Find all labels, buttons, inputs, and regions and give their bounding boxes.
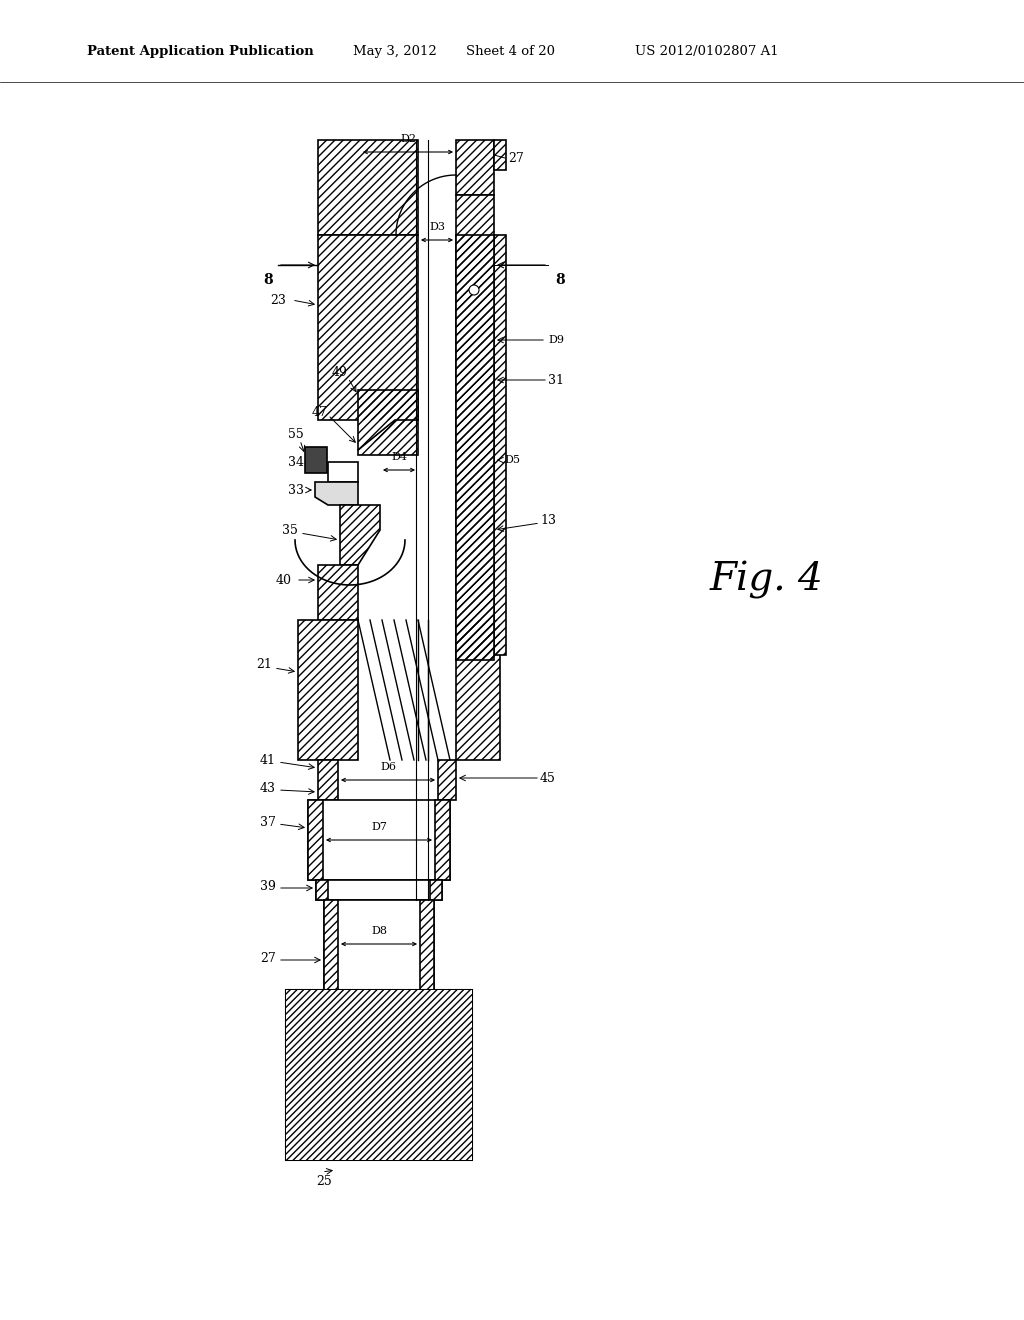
Polygon shape — [358, 420, 418, 455]
Text: D8: D8 — [371, 927, 387, 936]
Bar — [430, 880, 442, 900]
Text: 45: 45 — [540, 771, 556, 784]
Bar — [316, 880, 328, 900]
Bar — [298, 620, 358, 760]
Polygon shape — [315, 482, 358, 506]
Text: 43: 43 — [260, 781, 276, 795]
Bar — [420, 900, 434, 990]
Bar — [318, 760, 338, 800]
Text: US 2012/0102807 A1: US 2012/0102807 A1 — [635, 45, 778, 58]
Text: D3: D3 — [429, 222, 445, 232]
Bar — [456, 235, 494, 660]
Bar — [438, 760, 456, 800]
Bar — [316, 880, 328, 900]
Text: D2: D2 — [400, 135, 416, 144]
Bar — [456, 195, 494, 420]
Text: D6: D6 — [380, 762, 396, 772]
Bar — [438, 760, 456, 800]
Text: 21: 21 — [256, 659, 272, 672]
Bar — [318, 140, 418, 235]
Text: 27: 27 — [508, 152, 523, 165]
Bar — [318, 760, 338, 800]
Bar — [286, 990, 472, 1160]
Bar — [456, 420, 494, 660]
Text: 35: 35 — [282, 524, 298, 536]
Text: 8: 8 — [263, 273, 272, 286]
Bar — [316, 880, 442, 900]
Polygon shape — [358, 389, 418, 450]
Text: Patent Application Publication: Patent Application Publication — [87, 45, 313, 58]
Text: 13: 13 — [540, 513, 556, 527]
Bar — [456, 140, 494, 195]
Bar — [308, 800, 323, 880]
Text: 33: 33 — [288, 483, 304, 496]
Bar — [494, 140, 506, 170]
Bar — [318, 140, 418, 235]
Bar — [420, 900, 434, 990]
Text: 55: 55 — [288, 429, 304, 441]
Bar — [318, 235, 418, 420]
Bar — [318, 565, 358, 620]
Bar — [324, 900, 338, 990]
Bar — [318, 235, 418, 420]
Bar — [305, 447, 327, 473]
Bar — [318, 565, 358, 620]
Bar — [456, 235, 494, 660]
Bar — [324, 900, 434, 990]
Bar — [430, 880, 442, 900]
Bar — [494, 140, 506, 170]
Bar — [328, 462, 358, 482]
Bar — [456, 420, 494, 660]
Text: May 3, 2012: May 3, 2012 — [353, 45, 437, 58]
Text: Fig. 4: Fig. 4 — [710, 561, 823, 599]
Bar — [286, 990, 472, 1160]
Text: 27: 27 — [260, 952, 275, 965]
Bar — [308, 800, 323, 880]
Text: D7: D7 — [371, 822, 387, 832]
Text: 25: 25 — [316, 1175, 332, 1188]
Text: 23: 23 — [270, 293, 286, 306]
Bar — [308, 800, 450, 880]
Bar — [435, 800, 450, 880]
Text: 34: 34 — [288, 455, 304, 469]
Text: 41: 41 — [260, 754, 276, 767]
Bar — [494, 235, 506, 655]
Text: 31: 31 — [548, 374, 564, 387]
Bar — [324, 900, 338, 990]
Text: 37: 37 — [260, 816, 275, 829]
Text: D5: D5 — [504, 455, 520, 465]
Text: D4: D4 — [391, 451, 407, 462]
Text: 47: 47 — [312, 405, 328, 418]
Text: 40: 40 — [276, 573, 292, 586]
Bar — [435, 800, 450, 880]
Bar — [298, 620, 358, 760]
Bar — [456, 620, 500, 760]
Text: D9: D9 — [548, 335, 564, 345]
Text: 8: 8 — [555, 273, 565, 286]
Bar — [456, 140, 494, 195]
Bar — [456, 195, 494, 420]
Polygon shape — [340, 506, 380, 565]
Bar — [494, 235, 506, 655]
Text: Sheet 4 of 20: Sheet 4 of 20 — [466, 45, 555, 58]
Text: 49: 49 — [332, 366, 348, 379]
Text: 39: 39 — [260, 879, 275, 892]
Bar — [456, 620, 500, 760]
Bar — [286, 990, 472, 1160]
Circle shape — [469, 285, 479, 294]
